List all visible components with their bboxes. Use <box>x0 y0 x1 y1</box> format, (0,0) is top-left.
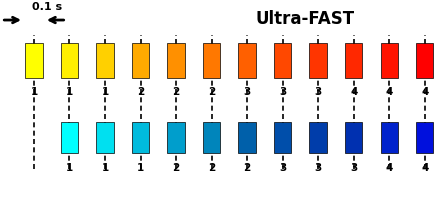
Bar <box>61 43 78 79</box>
Text: 2: 2 <box>243 162 251 172</box>
Text: 4: 4 <box>350 87 357 97</box>
Bar <box>274 122 291 153</box>
Text: 3: 3 <box>315 87 322 97</box>
Bar <box>61 122 78 153</box>
Bar <box>416 122 434 153</box>
Bar <box>381 122 398 153</box>
Text: 1: 1 <box>30 87 38 97</box>
Bar <box>96 122 114 153</box>
Bar <box>132 122 149 153</box>
Text: 1: 1 <box>101 87 109 97</box>
Text: 2: 2 <box>208 162 215 172</box>
Text: 2: 2 <box>173 162 180 172</box>
Bar <box>203 43 220 79</box>
Text: 2: 2 <box>208 87 215 97</box>
Text: 4: 4 <box>385 87 393 97</box>
Bar <box>239 43 256 79</box>
Text: 1: 1 <box>66 162 73 172</box>
Text: 3: 3 <box>279 162 286 172</box>
Text: 1: 1 <box>101 162 109 172</box>
Text: 3: 3 <box>243 87 251 97</box>
Text: Ultra-FAST: Ultra-FAST <box>256 10 355 28</box>
Bar <box>309 43 327 79</box>
Text: 3: 3 <box>279 87 286 97</box>
Bar <box>132 43 149 79</box>
Text: 3: 3 <box>315 162 322 172</box>
Bar <box>345 122 362 153</box>
Bar <box>167 43 185 79</box>
Bar <box>203 122 220 153</box>
Text: 0.1 s: 0.1 s <box>32 2 62 12</box>
Text: 4: 4 <box>385 162 393 172</box>
Bar <box>416 43 434 79</box>
Bar <box>239 122 256 153</box>
Bar <box>309 122 327 153</box>
Text: 1: 1 <box>137 162 144 172</box>
Text: 1: 1 <box>66 87 73 97</box>
Text: 2: 2 <box>173 87 180 97</box>
Bar <box>381 43 398 79</box>
Bar <box>274 43 291 79</box>
Bar <box>345 43 362 79</box>
Bar <box>25 43 43 79</box>
Text: 2: 2 <box>137 87 144 97</box>
Text: 3: 3 <box>350 162 357 172</box>
Bar <box>96 43 114 79</box>
Bar <box>167 122 185 153</box>
Text: 4: 4 <box>421 162 428 172</box>
Text: 4: 4 <box>421 87 428 97</box>
